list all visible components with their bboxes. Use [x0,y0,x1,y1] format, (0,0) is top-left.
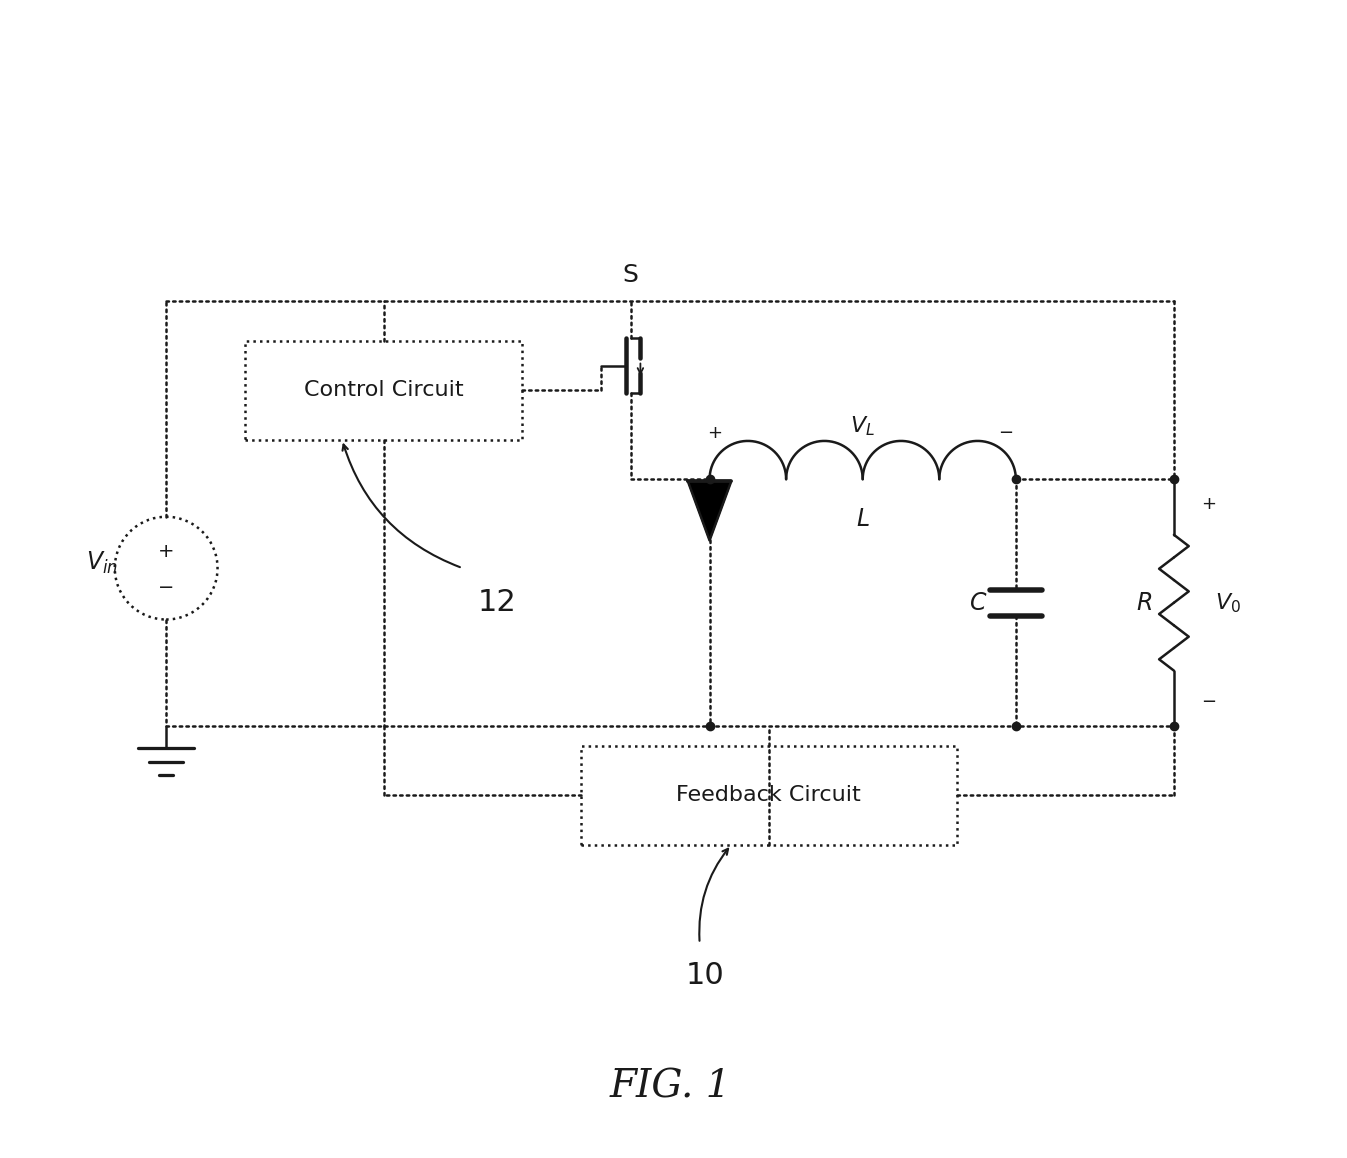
Text: S: S [622,263,638,286]
Text: −: − [998,424,1013,441]
Text: Feedback Circuit: Feedback Circuit [676,785,861,805]
Text: Control Circuit: Control Circuit [303,380,463,401]
Text: FIG. 1: FIG. 1 [609,1069,731,1106]
Text: $V_0$: $V_0$ [1215,591,1242,615]
Text: +: + [707,424,722,441]
Text: +: + [1202,494,1216,513]
Text: 12: 12 [477,588,516,617]
Text: +: + [158,542,174,560]
Text: −: − [158,578,174,598]
Bar [581,746,956,845]
Text: L: L [857,507,869,530]
Bar [245,340,521,440]
Text: 10: 10 [686,961,723,990]
Text: C: C [970,591,986,615]
Polygon shape [688,482,731,541]
Text: R: R [1136,591,1153,615]
Text: −: − [1202,692,1216,711]
Text: $V_{in}$: $V_{in}$ [86,550,119,577]
Text: $V_L$: $V_L$ [850,415,876,438]
